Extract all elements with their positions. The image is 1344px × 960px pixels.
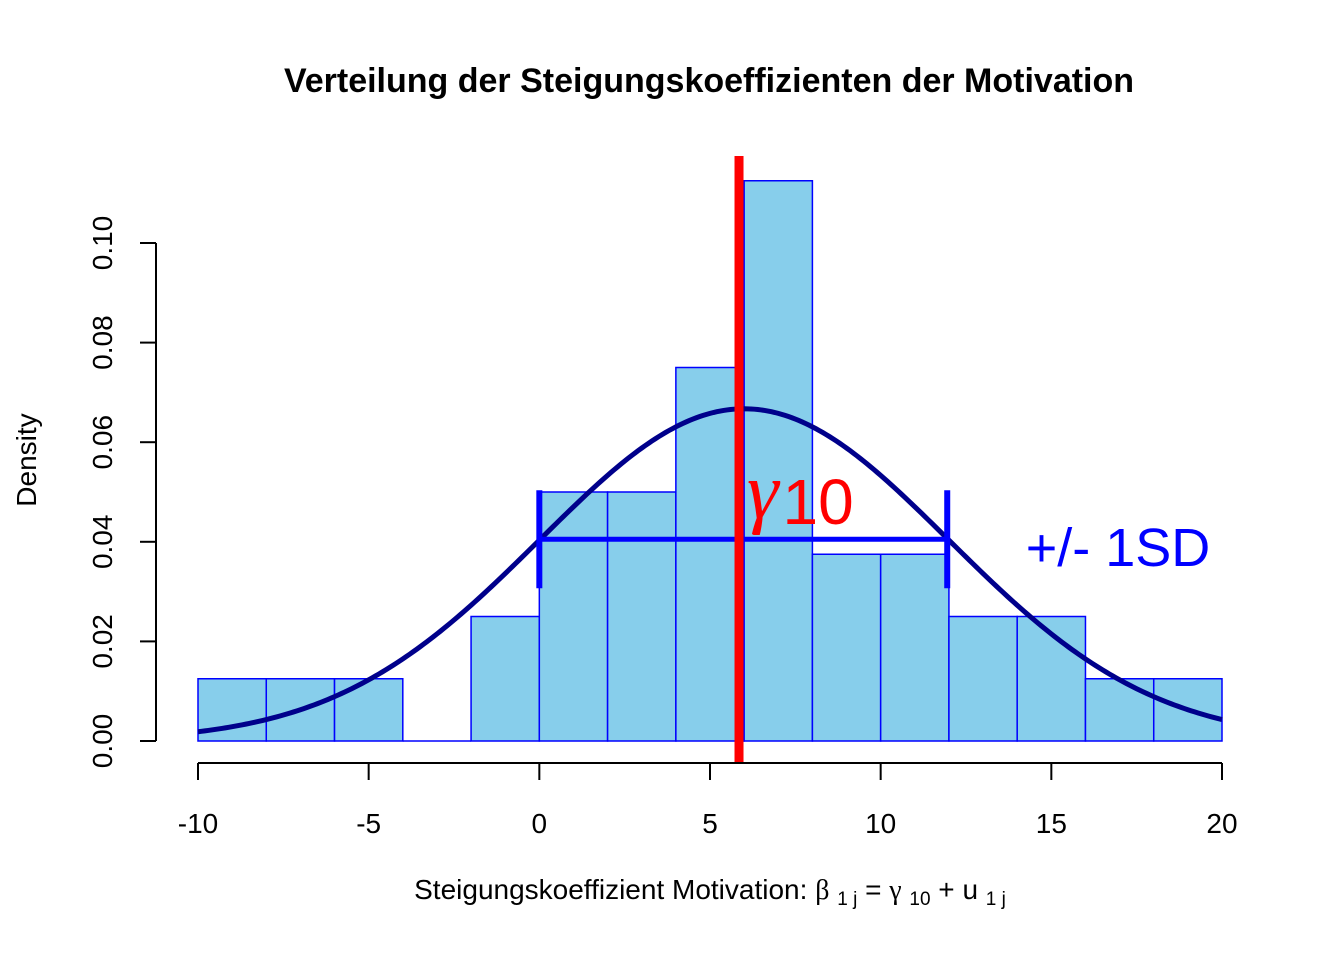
x-label-gamma: γ [888, 875, 901, 906]
histogram-bar-12 [1016, 615, 1087, 742]
histogram-bar-4 [470, 615, 541, 742]
sd-label: +/- 1SD [1026, 518, 1211, 578]
x-axis: -10 -5 0 5 10 15 20 [178, 762, 1238, 839]
histogram-bar-11 [948, 615, 1018, 742]
x-axis-label: Steigungskoeffizient Motivation: β 1 j =… [414, 874, 1006, 911]
histogram-bars [197, 180, 1223, 742]
y-axis-label: Density [11, 413, 42, 506]
histogram-bar-13 [1084, 678, 1155, 742]
x-tick-label-3: 5 [702, 808, 718, 839]
x-label-gamma-sub: 10 [909, 889, 930, 910]
x-label-eq: = [865, 874, 889, 905]
histogram-bar-5 [538, 491, 609, 742]
y-tick-label-5: 0.10 [87, 216, 118, 271]
gamma-symbol: γ [747, 448, 781, 536]
x-tick-label-0: -10 [178, 808, 218, 839]
normal-density-curve [197, 406, 1223, 735]
x-tick-label-6: 20 [1206, 808, 1237, 839]
x-label-u-sub: 1 j [986, 889, 1006, 910]
y-tick-label-0: 0.00 [87, 714, 118, 769]
x-label-beta: β [815, 875, 829, 906]
y-tick-label-3: 0.06 [87, 415, 118, 470]
x-tick-label-5: 15 [1036, 808, 1067, 839]
histogram-bar-9 [811, 553, 882, 742]
histogram-bar-10 [879, 553, 950, 742]
y-tick-label-1: 0.02 [87, 614, 118, 669]
histogram-bar-6 [606, 491, 677, 742]
gamma-annotation: γ 10 [747, 448, 854, 538]
y-tick-label-4: 0.08 [87, 315, 118, 370]
histogram-bar-2 [333, 678, 404, 742]
x-label-prefix: Steigungskoeffizient Motivation: [414, 874, 815, 905]
y-axis: 0.00 0.02 0.04 0.06 0.08 0.10 [87, 216, 157, 769]
x-label-u: u [962, 874, 978, 905]
x-label-plus: + [938, 874, 962, 905]
x-tick-label-1: -5 [356, 808, 381, 839]
x-label-beta-sub: 1 j [837, 889, 857, 910]
x-tick-label-4: 10 [865, 808, 896, 839]
gamma-subscript: 10 [783, 466, 854, 538]
chart-title: Verteilung der Steigungskoeffizienten de… [284, 62, 1134, 100]
histogram-bar-8 [743, 180, 814, 742]
x-tick-label-2: 0 [532, 808, 548, 839]
y-tick-label-2: 0.04 [87, 515, 118, 570]
